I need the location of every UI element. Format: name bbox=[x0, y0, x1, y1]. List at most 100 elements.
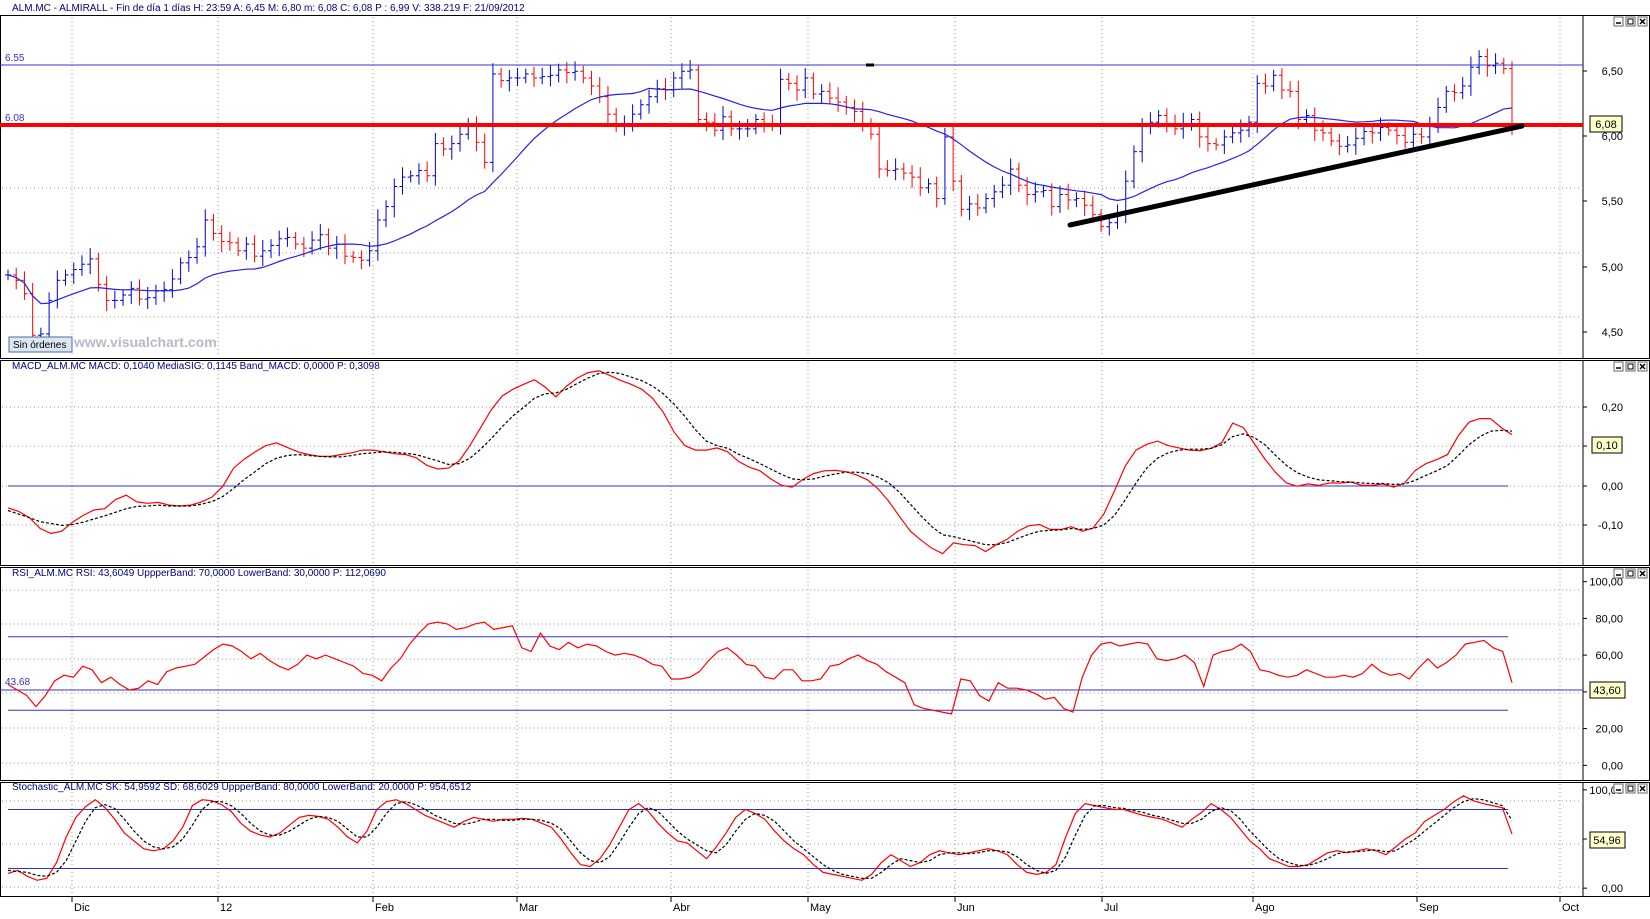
price-bar bbox=[358, 250, 365, 270]
price-bar bbox=[917, 167, 924, 196]
price-bar bbox=[432, 132, 439, 186]
price-bar bbox=[243, 236, 250, 260]
x-tick-label: Abr bbox=[673, 902, 690, 914]
y-tick-label: 0,00 bbox=[1602, 883, 1623, 895]
price-bar bbox=[13, 267, 20, 290]
rsi-line bbox=[7, 621, 1513, 715]
level-low-label: 6.08 bbox=[5, 113, 25, 124]
price-bar bbox=[1130, 145, 1137, 189]
price-bar bbox=[120, 289, 127, 306]
close-icon[interactable] bbox=[1637, 783, 1648, 794]
minimize-icon[interactable] bbox=[1613, 16, 1624, 27]
macd-last-value-box bbox=[1591, 436, 1623, 454]
y-tick-label: 0,00 bbox=[1602, 481, 1623, 493]
minimize-icon[interactable] bbox=[1613, 361, 1624, 372]
price-bar bbox=[226, 231, 233, 251]
price-bar bbox=[481, 133, 488, 169]
price-bar bbox=[169, 269, 176, 298]
price-bar bbox=[1196, 111, 1203, 148]
price-bar bbox=[1213, 138, 1220, 151]
price-bar bbox=[1278, 68, 1285, 99]
price-bar bbox=[530, 66, 537, 87]
rsi-last-value: 43,60 bbox=[1593, 685, 1621, 697]
x-tick-label: Jul bbox=[1104, 902, 1118, 914]
price-bar bbox=[78, 255, 85, 276]
price-bar bbox=[793, 75, 800, 101]
price-bar bbox=[687, 60, 694, 80]
minimize-icon[interactable] bbox=[1613, 568, 1624, 579]
macd-line bbox=[7, 370, 1513, 555]
price-bar bbox=[637, 99, 644, 120]
price-bar bbox=[1287, 81, 1294, 98]
maximize-icon[interactable] bbox=[1625, 783, 1636, 794]
y-tick-label: 5,50 bbox=[1602, 196, 1623, 208]
price-bar bbox=[276, 230, 283, 257]
close-icon[interactable] bbox=[1637, 568, 1648, 579]
price-bar bbox=[1221, 129, 1228, 154]
price-bar bbox=[210, 213, 217, 241]
price-bar bbox=[1467, 56, 1474, 96]
price-bar bbox=[1056, 185, 1063, 213]
maximize-icon[interactable] bbox=[1625, 361, 1636, 372]
price-bar bbox=[251, 235, 258, 263]
price-bar bbox=[103, 276, 110, 312]
price-bar bbox=[514, 68, 521, 86]
price-bar bbox=[194, 237, 201, 264]
price-bar bbox=[415, 163, 422, 185]
x-tick-label: Dic bbox=[74, 902, 90, 914]
price-moving-average bbox=[7, 87, 1513, 305]
close-icon[interactable] bbox=[1637, 361, 1648, 372]
price-bar bbox=[1048, 183, 1055, 216]
price-bar bbox=[317, 224, 324, 250]
price-bar bbox=[1328, 127, 1335, 147]
x-tick-label: Jun bbox=[957, 902, 975, 914]
level-high-label: 6.55 bbox=[5, 53, 25, 64]
price-bar bbox=[695, 64, 702, 125]
maximize-icon[interactable] bbox=[1625, 568, 1636, 579]
price-bar bbox=[259, 240, 266, 267]
y-tick-label: 60,00 bbox=[1595, 650, 1623, 662]
close-icon[interactable] bbox=[1637, 16, 1648, 27]
maximize-icon[interactable] bbox=[1625, 16, 1636, 27]
price-bar bbox=[810, 72, 817, 100]
price-bar bbox=[177, 257, 184, 285]
price-bar bbox=[646, 89, 653, 114]
price-bar bbox=[958, 174, 965, 217]
x-tick-label: May bbox=[810, 902, 831, 914]
price-bar bbox=[185, 250, 192, 272]
price-bar bbox=[95, 252, 102, 292]
price-bar bbox=[1476, 50, 1483, 75]
minimize-icon[interactable] bbox=[1613, 783, 1624, 794]
price-bar bbox=[21, 271, 28, 300]
price-bar bbox=[925, 178, 932, 194]
price-bar bbox=[900, 162, 907, 181]
x-tick-label: Mar bbox=[519, 902, 538, 914]
no-orders-box[interactable] bbox=[8, 336, 73, 353]
price-bar bbox=[933, 176, 940, 208]
price-bar bbox=[835, 87, 842, 112]
price-bar bbox=[1500, 57, 1507, 74]
price-panel: ALM.MC - ALMIRALL - Fin de día 1 días H:… bbox=[0, 3, 1623, 353]
price-bar bbox=[1295, 80, 1302, 130]
price-bar bbox=[580, 65, 587, 84]
no-orders-label: Sin órdenes bbox=[13, 340, 66, 351]
price-bar bbox=[70, 262, 77, 284]
price-bar bbox=[678, 63, 685, 89]
price-bar bbox=[448, 135, 455, 160]
x-tick-label: Feb bbox=[375, 902, 394, 914]
macd-panel: MACD_ALM.MC MACD: 0,1040 MediaSIG: 0,114… bbox=[7, 361, 1623, 555]
price-bar bbox=[802, 68, 809, 99]
x-tick-label: 12 bbox=[220, 902, 232, 914]
y-tick-label: 5,00 bbox=[1602, 262, 1623, 274]
price-bar bbox=[1377, 117, 1384, 141]
price-last-value: 6,08 bbox=[1595, 119, 1616, 131]
price-bar bbox=[202, 209, 209, 257]
price-bar bbox=[1492, 53, 1499, 74]
price-bar bbox=[218, 225, 225, 253]
price-bar bbox=[555, 63, 562, 83]
macd-header: MACD_ALM.MC MACD: 0,1040 MediaSIG: 0,114… bbox=[12, 361, 380, 372]
x-axis: Dic 12 Feb Mar Abr May Jun Jul Ago Sep Oct bbox=[71, 896, 1579, 914]
rsi-level-label: 43.68 bbox=[5, 677, 30, 688]
